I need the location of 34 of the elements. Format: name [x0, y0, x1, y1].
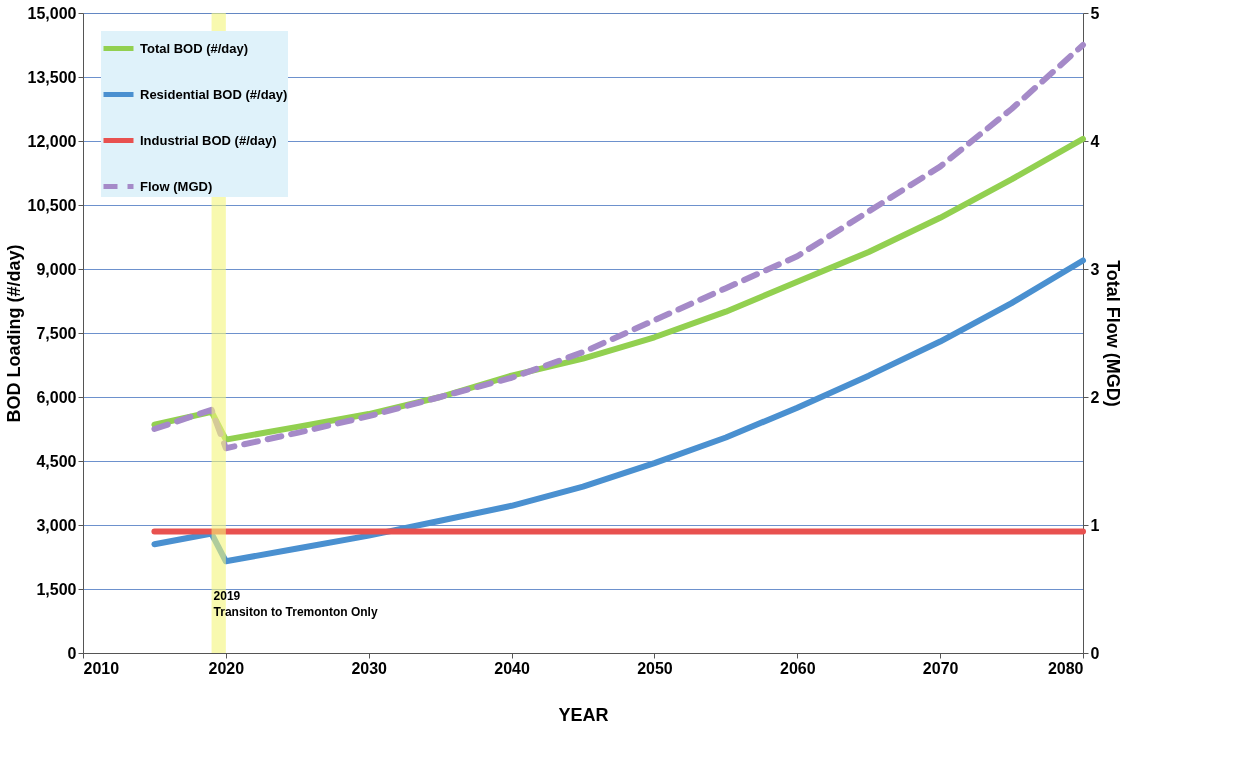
- y2-axis-title: Total Flow (MGD): [1103, 260, 1124, 407]
- y2-tick-label: 5: [1090, 4, 1100, 22]
- y-tick-label: 9,000: [36, 260, 77, 278]
- y-tick-label: 0: [67, 644, 77, 662]
- x-tick-label: 2010: [83, 659, 120, 677]
- x-tick-label: 2020: [208, 659, 245, 677]
- y-tick-label: 12,000: [27, 132, 77, 150]
- band-label: 2019: [213, 589, 241, 603]
- y-tick-label: 1,500: [36, 580, 77, 598]
- y2-tick-label: 2: [1090, 388, 1100, 406]
- x-tick-label: 2070: [922, 659, 959, 677]
- y2-tick-label: 1: [1090, 516, 1100, 534]
- x-tick-label: 2050: [637, 659, 673, 677]
- y-tick-label: 10,500: [27, 196, 77, 214]
- x-tick-label: 2060: [779, 659, 816, 677]
- y2-tick-label: 0: [1090, 644, 1100, 662]
- y-tick-label: 4,500: [36, 452, 77, 470]
- y-tick-label: 7,500: [36, 324, 77, 342]
- y2-tick-label: 3: [1090, 260, 1100, 278]
- x-tick-label: 2080: [1047, 659, 1084, 677]
- legend-label: Residential BOD (#/day): [140, 86, 288, 102]
- y2-tick-label: 4: [1090, 132, 1100, 150]
- legend-label: Flow (MGD): [140, 178, 213, 194]
- legend-label: Industrial BOD (#/day): [140, 132, 277, 148]
- y-axis-title: BOD Loading (#/day): [3, 244, 24, 423]
- legend-label: Total BOD (#/day): [140, 40, 249, 56]
- x-tick-label: 2030: [351, 659, 388, 677]
- y-tick-label: 15,000: [27, 4, 77, 22]
- y-tick-label: 6,000: [36, 388, 77, 406]
- y-tick-label: 3,000: [36, 516, 77, 534]
- annotation: Transiton to Tremonton Only: [213, 605, 378, 619]
- x-axis-title: YEAR: [558, 704, 609, 725]
- x-tick-label: 2040: [494, 659, 530, 677]
- y-tick-label: 13,500: [27, 68, 77, 86]
